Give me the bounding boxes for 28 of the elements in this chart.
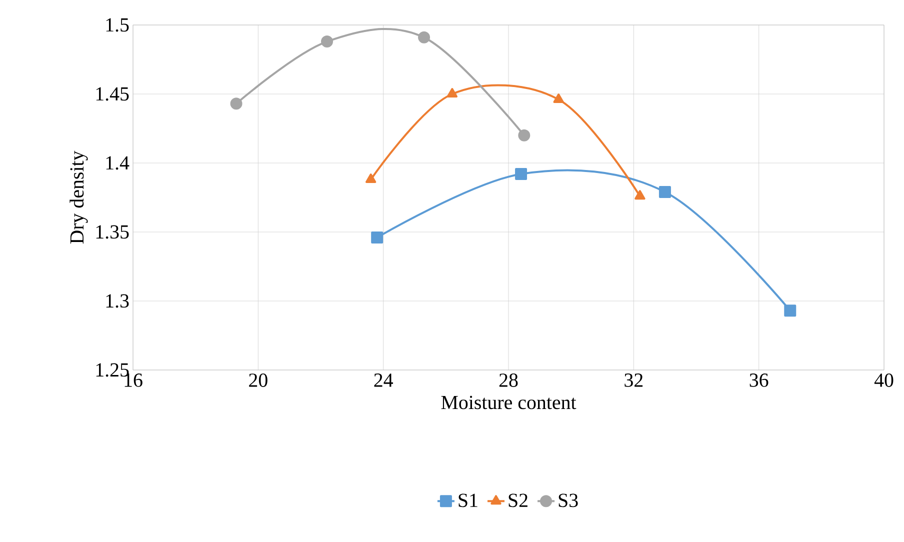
x-tick-label: 36 [750,374,768,387]
point [553,94,564,104]
x-tick-label: 24 [374,374,393,387]
legend-label: S3 [558,494,578,508]
point [634,190,646,200]
y-tick-label: 1.3 [106,294,129,308]
point [371,232,384,244]
x-tick-label: 28 [499,374,518,387]
point [518,129,530,142]
point [784,304,796,317]
y-tick-label: 1.4 [106,156,130,170]
y-axis-title: Dry density [70,150,88,244]
y-tick-label: 1.45 [96,87,129,101]
point [321,36,334,48]
x-tick-label: 32 [624,374,643,387]
y-tick-label: 1.5 [106,18,129,32]
y-tick-label: 1.35 [96,225,129,239]
point [515,168,528,180]
point [366,174,376,184]
x-tick-label: 20 [249,374,268,387]
point [418,31,430,44]
x-axis-title: Moisture content [441,396,576,410]
point [658,186,671,198]
x-tick-label: 40 [874,374,894,387]
legend-label: S2 [508,494,528,508]
point [230,98,242,110]
legend-label: S1 [458,494,478,508]
point [446,88,458,98]
